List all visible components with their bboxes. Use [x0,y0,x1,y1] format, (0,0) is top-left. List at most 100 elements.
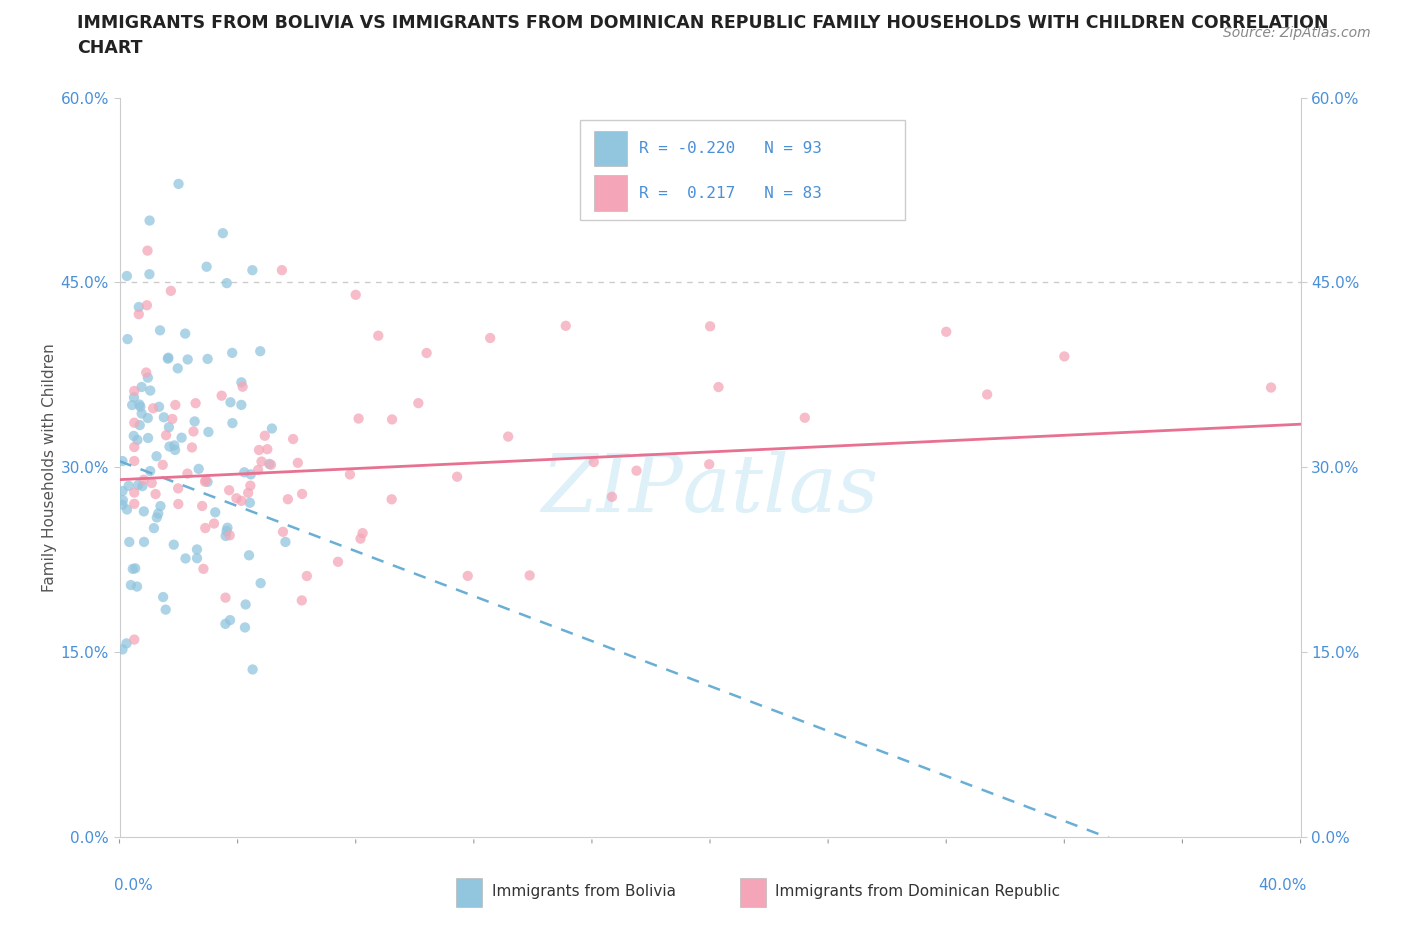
Point [274,535,297,550]
Point [124,454,146,469]
Text: Source: ZipAtlas.com: Source: ZipAtlas.com [1223,26,1371,40]
Point [128,418,150,432]
Point [136,243,159,258]
Point [117,332,139,347]
Point [187,461,209,476]
Point [194,521,217,536]
Point [202,516,225,531]
Point [233,620,256,635]
Point [131,479,153,494]
Point [239,478,262,493]
Point [214,591,236,605]
Point [231,494,253,509]
Point [582,455,605,470]
Text: Immigrants from Bolivia: Immigrants from Bolivia [492,884,675,899]
Point [197,474,219,489]
Point [115,636,138,651]
Point [347,411,370,426]
Point [238,485,260,500]
Point [176,352,198,367]
Point [600,489,623,504]
Point [221,345,243,360]
Point [295,568,318,583]
Point [1053,349,1076,364]
Point [155,428,177,443]
Point [111,493,134,508]
Point [195,259,218,274]
Point [176,466,198,481]
Point [699,319,721,334]
Point [256,442,278,457]
Point [242,263,264,278]
Point [166,361,188,376]
Point [156,352,179,366]
Point [127,478,149,493]
Point [242,662,264,677]
Point [138,267,160,282]
Point [186,542,208,557]
Point [167,481,190,496]
Point [194,474,217,489]
Point [148,399,170,414]
Text: 40.0%: 40.0% [1258,878,1306,893]
Point [157,419,180,434]
Point [135,298,157,312]
Point [160,284,183,299]
Point [124,383,146,398]
Point [218,528,240,543]
Point [291,486,314,501]
Point [193,562,215,577]
Point [121,562,143,577]
Point [270,263,294,278]
Point [125,579,148,594]
Point [167,497,190,512]
Point [111,642,134,657]
Point [149,323,172,338]
Point [271,525,294,539]
Point [519,568,541,583]
Point [352,525,374,540]
Text: ZIP​atlas: ZIP​atlas [541,451,879,528]
Point [339,467,361,482]
Point [131,406,153,421]
Point [219,613,242,628]
Point [170,431,193,445]
Y-axis label: Family Households with Children: Family Households with Children [42,343,58,591]
Point [287,456,309,471]
Point [142,401,165,416]
Point [232,379,254,394]
Point [707,379,730,394]
Point [239,467,262,482]
Point [111,498,134,512]
Point [697,457,720,472]
Bar [595,175,627,211]
Point [115,502,138,517]
Point [1260,380,1282,395]
Point [128,307,150,322]
Point [260,421,283,436]
Point [181,440,204,455]
Point [408,395,430,410]
Text: R =  0.217   N = 83: R = 0.217 N = 83 [640,185,823,201]
Point [247,443,270,458]
Point [139,464,162,479]
Point [141,475,163,490]
Point [217,520,239,535]
Point [138,213,160,228]
Point [128,299,150,314]
Point [120,578,142,592]
Point [146,510,169,525]
Point [111,454,134,469]
Point [131,379,153,394]
Point [165,443,187,458]
Point [239,496,262,511]
Point [122,429,145,444]
Point [152,458,174,472]
Point [127,432,149,447]
Point [163,438,186,453]
Point [626,463,648,478]
Point [132,535,155,550]
Point [367,328,389,343]
Point [215,528,238,543]
Bar [456,878,482,908]
